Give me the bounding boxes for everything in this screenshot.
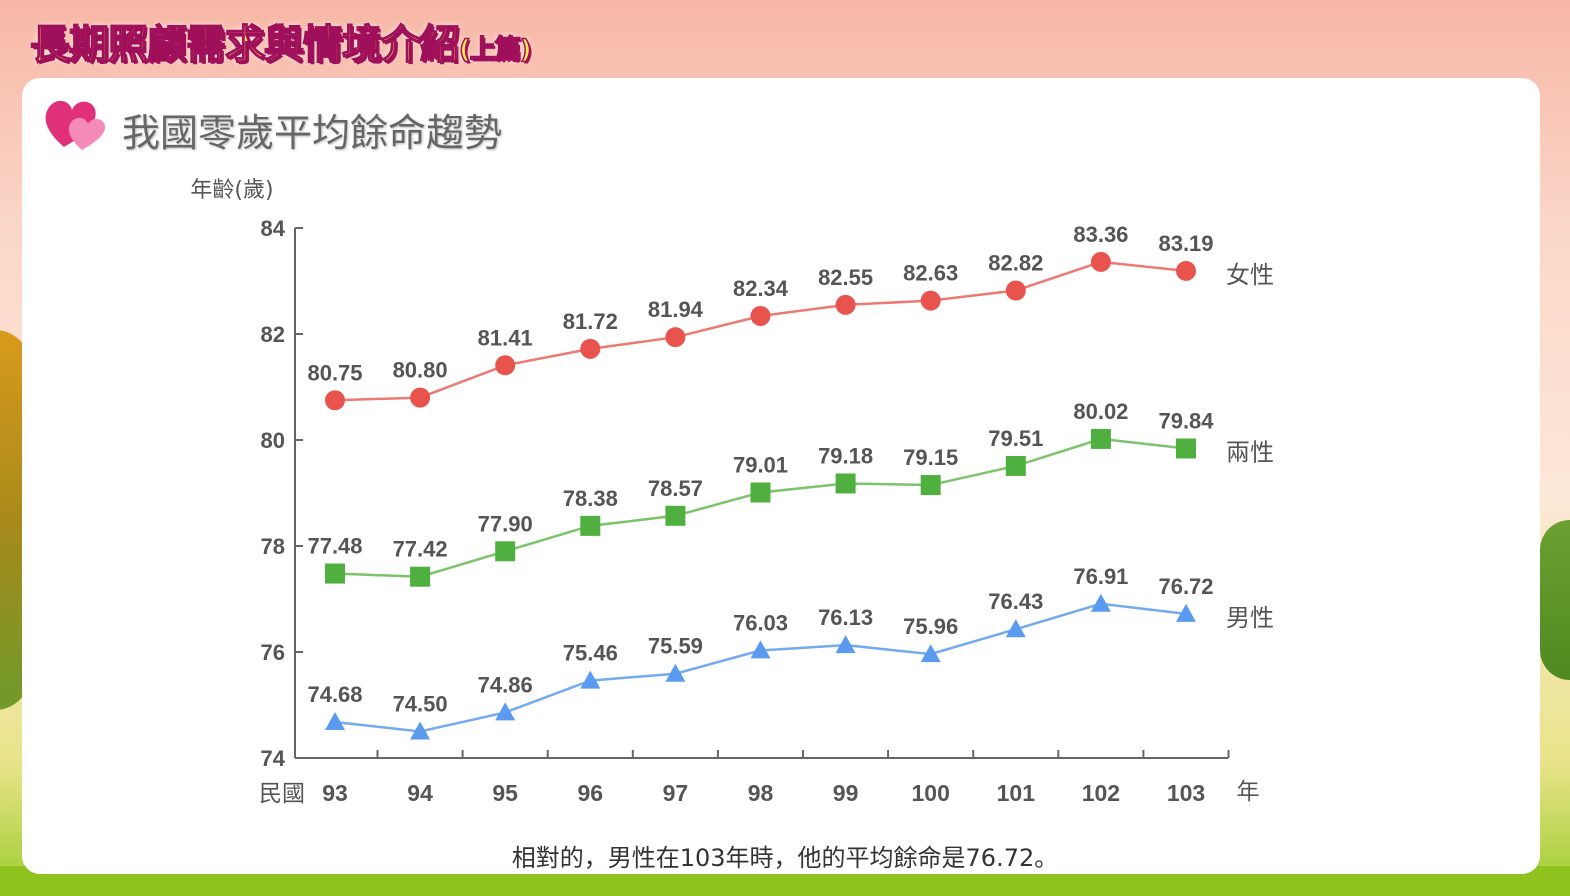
data-point-1 [325,563,345,584]
data-point-2 [1005,619,1026,638]
data-point-0 [410,387,431,408]
y-tick-label: 76 [261,640,285,665]
x-tick-label: 99 [833,780,859,806]
data-point-2 [750,640,771,659]
hearts-icon [45,100,106,150]
data-label: 82.55 [818,265,873,290]
data-point-0 [920,290,941,311]
series-label: 男性 [1226,604,1274,632]
data-point-1 [410,566,431,587]
data-point-0 [665,327,686,348]
series-label: 兩性 [1226,438,1274,466]
data-point-0 [1176,260,1196,281]
data-label: 76.72 [1158,574,1213,599]
data-label: 76.13 [818,605,873,630]
data-label: 82.34 [733,276,789,301]
tree-decoration-right [1540,520,1570,680]
data-label: 83.19 [1158,231,1213,256]
data-label: 75.96 [903,614,958,639]
data-label: 79.51 [988,426,1043,451]
data-label: 81.94 [648,297,704,322]
x-tick-label: 101 [997,780,1036,806]
data-label: 77.90 [478,511,533,536]
y-tick-label: 74 [261,746,286,771]
data-label: 78.38 [563,486,618,511]
data-label: 75.59 [648,634,703,659]
title-text: 長期照顧需求與情境介紹 [29,21,461,69]
x-axis-suffix: 年 [1237,779,1260,805]
data-label: 82.63 [903,261,958,286]
data-point-1 [920,475,941,496]
data-point-1 [495,541,516,562]
x-tick-label: 95 [492,780,518,806]
data-point-2 [835,635,856,654]
data-label: 76.03 [733,610,788,635]
data-point-0 [495,355,516,376]
data-point-2 [1176,603,1196,622]
series-label: 女性 [1226,261,1274,289]
x-tick-label: 100 [912,780,950,806]
data-label: 79.84 [1158,408,1214,433]
data-label: 83.36 [1073,222,1128,247]
data-label: 76.43 [988,589,1043,614]
data-point-0 [750,305,771,326]
y-axis-label: 年齡(歲) [190,178,273,203]
data-label: 78.57 [648,476,703,501]
y-tick-label: 82 [261,322,285,347]
data-point-1 [665,505,686,526]
y-tick-label: 84 [261,216,286,241]
x-tick-label: 102 [1082,780,1120,806]
data-label: 79.01 [733,452,788,477]
x-tick-label: 97 [663,780,689,806]
data-label: 80.02 [1073,399,1128,424]
data-label: 75.46 [563,641,618,666]
caption: 相對的，男性在103年時，他的平均餘命是76.72。 [511,844,1059,872]
data-point-0 [1005,280,1026,301]
data-point-1 [580,515,601,536]
data-label: 79.18 [818,443,873,468]
x-tick-label: 103 [1167,780,1205,806]
data-point-1 [835,473,856,494]
data-point-2 [495,702,516,721]
x-tick-label: 96 [578,780,604,806]
section-title: 我國零歲平均餘命趨勢 [122,111,503,155]
data-point-0 [325,390,345,411]
data-point-2 [1090,593,1111,612]
content-card [22,78,1540,874]
data-label: 74.86 [478,672,533,697]
x-tick-label: 94 [407,780,433,806]
x-tick-label: 93 [322,780,348,806]
data-label: 81.72 [563,309,618,334]
data-label: 76.91 [1073,564,1128,589]
data-label: 80.75 [307,360,362,385]
data-label: 81.41 [478,325,533,350]
data-point-2 [665,663,686,682]
x-axis-prefix: 民國 [259,781,305,807]
data-point-0 [580,338,601,359]
data-point-1 [1176,438,1196,459]
data-point-2 [580,670,601,689]
data-point-2 [410,721,431,740]
data-label: 79.15 [903,445,958,470]
x-tick-label: 98 [748,780,774,806]
data-point-0 [1090,251,1111,272]
data-label: 77.42 [393,537,448,562]
data-point-1 [1090,428,1111,449]
data-point-2 [325,711,345,730]
data-label: 80.80 [393,358,448,383]
data-label: 74.50 [393,692,448,717]
title-suffix: (上篇) [458,34,532,66]
data-point-0 [835,294,856,315]
data-point-1 [1005,455,1026,476]
page-title: 長期照顧需求與情境介紹(上篇) [29,12,532,70]
y-tick-label: 78 [261,534,285,559]
data-point-1 [750,482,771,503]
y-tick-label: 80 [261,428,285,453]
data-label: 82.82 [988,251,1043,276]
data-label: 74.68 [307,682,362,707]
data-point-2 [920,644,941,663]
data-label: 77.48 [307,534,362,559]
